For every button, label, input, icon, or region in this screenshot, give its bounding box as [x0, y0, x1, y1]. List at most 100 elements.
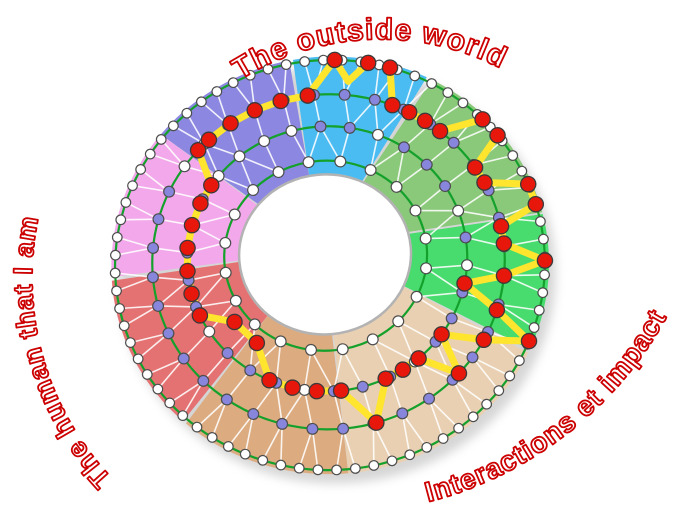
node-white [371, 128, 384, 141]
mesh-line [498, 303, 540, 312]
mesh-line [227, 413, 254, 447]
node-white [467, 411, 479, 423]
node-white [120, 197, 132, 208]
highlight-node [261, 371, 278, 389]
mesh-line [310, 349, 335, 392]
node-white [211, 86, 223, 97]
node-purple [177, 352, 190, 365]
highlight-node [519, 175, 537, 193]
mesh-line [188, 271, 226, 282]
node-white [206, 432, 218, 443]
mesh-line [396, 164, 428, 188]
node-white [152, 383, 164, 395]
node-purple [445, 312, 458, 325]
highlight-node [183, 285, 200, 303]
highlight-node [431, 122, 449, 140]
node-white [386, 455, 398, 467]
node-white [125, 337, 136, 348]
mesh-line [414, 185, 446, 212]
highlight-node [332, 382, 350, 399]
mesh-line [115, 247, 154, 256]
node-white [141, 369, 153, 380]
node-purple [447, 136, 460, 149]
node-purple [152, 299, 165, 312]
node-white [334, 155, 347, 168]
ring-inner [223, 159, 429, 352]
node-white [419, 232, 432, 245]
highlight-node [476, 174, 493, 191]
highlight-node [179, 239, 196, 257]
node-white [421, 441, 433, 453]
node-white [229, 294, 242, 307]
mesh-line [397, 320, 436, 343]
node-white [280, 59, 292, 70]
mesh-line [275, 382, 283, 424]
mesh-line [425, 264, 468, 270]
node-white [115, 214, 127, 226]
mesh-line [183, 331, 210, 360]
node-purple [197, 374, 210, 387]
mesh-line [429, 102, 464, 125]
mesh-line [372, 339, 391, 378]
node-white [177, 410, 189, 422]
node-white [420, 262, 433, 275]
highlight-node [536, 252, 554, 269]
highlight-node [368, 414, 385, 431]
mesh-line [333, 390, 344, 429]
node-white [533, 304, 545, 316]
donut-hole [237, 173, 413, 336]
highlight-node [527, 195, 545, 213]
node-purple [439, 180, 452, 193]
node-purple [398, 141, 411, 154]
highlight-node [359, 54, 377, 72]
mesh-line [238, 155, 254, 191]
node-white [239, 448, 251, 460]
node-white [272, 166, 285, 179]
highlight-node [248, 334, 266, 352]
node-white [349, 463, 361, 474]
node-white [258, 135, 271, 148]
mesh-line [195, 299, 236, 308]
mesh-line [349, 99, 376, 129]
node-white [275, 459, 287, 471]
highlight-node [200, 131, 218, 149]
node-white [366, 333, 379, 346]
mesh-line [457, 189, 490, 212]
node-white [111, 231, 123, 243]
node-white [493, 385, 505, 396]
node-white [409, 70, 421, 82]
node-white [248, 318, 261, 331]
node-white [457, 97, 469, 109]
node-white [452, 204, 465, 217]
mesh-line [119, 305, 159, 310]
mesh-line [451, 317, 489, 333]
mesh-line [428, 398, 460, 429]
node-white [178, 160, 191, 173]
node-white [481, 398, 493, 410]
node-purple [314, 120, 327, 133]
highlight-node [466, 159, 484, 176]
node-purple [276, 417, 289, 430]
mesh-line [117, 236, 154, 249]
mesh-line [465, 217, 500, 239]
highlight-node [410, 350, 427, 367]
node-purple [152, 213, 165, 226]
mesh-line [202, 352, 229, 382]
node-white [507, 150, 519, 161]
mesh-line [252, 382, 277, 415]
mesh-line [125, 201, 159, 220]
mesh-line [120, 218, 159, 221]
node-white [392, 315, 405, 328]
node-white [331, 464, 342, 476]
node-purple [356, 380, 369, 393]
node-white [504, 370, 516, 382]
node-white [164, 397, 176, 409]
mesh-line [116, 276, 154, 292]
node-white [302, 156, 315, 169]
node-white [233, 150, 246, 163]
mesh-line [244, 413, 255, 455]
node-purple [163, 185, 176, 198]
mesh-line [401, 412, 428, 448]
highlight-node [308, 382, 325, 400]
